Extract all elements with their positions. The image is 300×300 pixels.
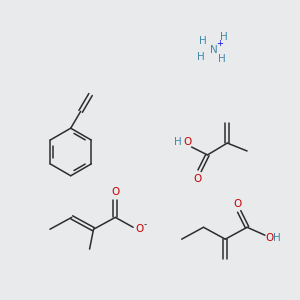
- Text: N: N: [209, 45, 217, 55]
- Text: O: O: [184, 137, 192, 147]
- Text: -: -: [143, 220, 147, 229]
- Text: O: O: [135, 224, 143, 234]
- Text: O: O: [194, 174, 202, 184]
- Text: H: H: [220, 32, 228, 42]
- Text: H: H: [174, 137, 182, 147]
- Text: +: +: [216, 40, 223, 49]
- Text: O: O: [233, 200, 241, 209]
- Text: H: H: [273, 233, 281, 243]
- Text: H: H: [197, 52, 204, 62]
- Text: H: H: [199, 36, 206, 46]
- Text: O: O: [266, 233, 274, 243]
- Text: O: O: [111, 187, 119, 196]
- Text: H: H: [218, 54, 226, 64]
